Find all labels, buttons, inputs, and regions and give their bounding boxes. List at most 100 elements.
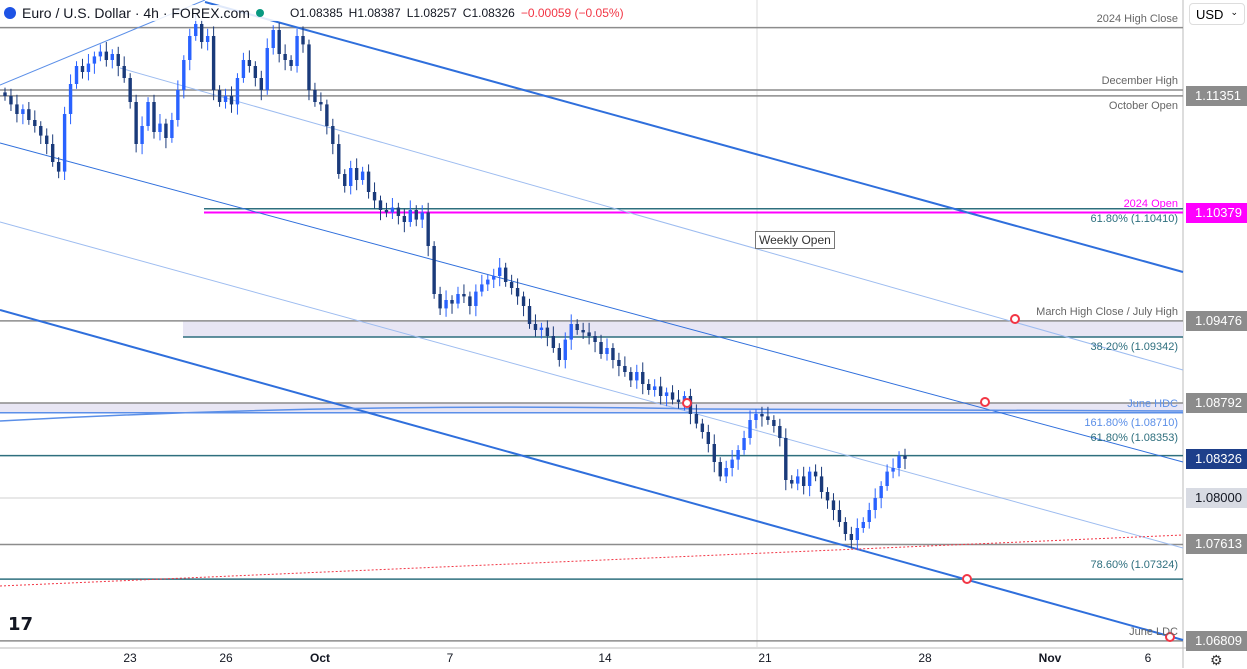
candle-body: [15, 104, 19, 114]
candle-body: [545, 327, 550, 336]
candle-body: [903, 456, 907, 459]
candle-body: [670, 392, 675, 400]
candle-body: [498, 267, 502, 276]
touch-point-marker: [980, 397, 990, 407]
candle-body: [402, 216, 407, 222]
candle-body: [331, 126, 335, 144]
candle-body: [116, 54, 120, 66]
x-tick: 21: [758, 651, 772, 665]
trend-line: [204, 1, 1184, 273]
candle-body: [754, 414, 758, 420]
candle-body: [176, 90, 180, 120]
candle-body: [217, 90, 222, 102]
candle-body: [629, 372, 633, 381]
market-status-icon: [255, 9, 264, 17]
tradingview-logo: 𝟭𝟳: [8, 614, 34, 634]
candle-body: [146, 102, 150, 126]
price-axis-label: 1.08000: [1186, 488, 1247, 508]
ohlc-change: −0.00059 (−0.05%): [520, 6, 624, 20]
candle-body: [831, 500, 836, 510]
candle-body: [432, 246, 436, 294]
level-label: 38.20% (1.09342): [1090, 340, 1178, 353]
candle-body: [593, 336, 597, 342]
candle-body: [807, 471, 812, 486]
candle-body: [354, 168, 359, 180]
chevron-down-icon: ⌄: [1230, 7, 1238, 17]
candle-body: [849, 534, 854, 540]
candle-body: [509, 282, 514, 288]
ohlc-low: L1.08257: [406, 6, 457, 20]
candle-body: [885, 471, 889, 486]
candle-body: [480, 284, 484, 292]
candle-body: [277, 30, 281, 54]
candle-body: [891, 468, 895, 472]
ohlc-high: H1.08387: [348, 6, 401, 20]
x-tick: 7: [446, 651, 454, 665]
candle-body: [289, 60, 293, 66]
candle-body: [766, 416, 770, 420]
currency-select[interactable]: USD ⌄: [1189, 3, 1245, 25]
candle-body: [492, 276, 496, 280]
x-tick: 28: [918, 651, 932, 665]
candle-body: [879, 486, 883, 498]
candle-body: [348, 168, 353, 186]
candle-body: [164, 123, 168, 138]
candle-body: [647, 384, 651, 390]
red-dotted-trend-line: [0, 534, 1184, 587]
trend-line: [0, 221, 1184, 549]
candle-body: [641, 372, 645, 384]
candle-body: [271, 30, 275, 48]
candle-body: [581, 330, 585, 333]
candle-body: [796, 476, 800, 484]
june-hdc-curve: [0, 406, 1184, 422]
price-axis-label: 1.08326: [1186, 448, 1247, 469]
settings-icon[interactable]: ⚙: [1210, 652, 1223, 668]
candle-body: [241, 60, 246, 78]
candle-body: [843, 522, 848, 534]
candle-body: [366, 171, 371, 192]
candle-body: [837, 510, 842, 522]
candle-body: [760, 414, 764, 417]
candle-body: [283, 54, 287, 60]
trend-line: [0, 309, 1184, 641]
candle-body: [211, 36, 216, 90]
candle-body: [122, 66, 126, 78]
level-label: 161.80% (1.08710): [1084, 416, 1178, 429]
candle-body: [611, 348, 615, 360]
candle-body: [319, 102, 323, 105]
candle-body: [408, 210, 412, 222]
candle-body: [539, 327, 544, 330]
candle-body: [778, 426, 782, 438]
candle-body: [325, 104, 329, 126]
trend-line: [119, 67, 1184, 371]
candle-body: [396, 207, 401, 216]
candle-body: [527, 306, 532, 324]
candle-body: [384, 210, 389, 213]
candle-body: [140, 126, 144, 144]
candle-body: [229, 96, 234, 105]
candle-body: [521, 296, 526, 306]
candle-body: [676, 399, 681, 402]
candle-body: [718, 462, 722, 477]
candle-body: [652, 386, 657, 390]
candle-body: [27, 109, 31, 120]
touch-point-marker: [682, 398, 692, 408]
candle-body: [617, 360, 621, 366]
level-label: June LDC: [1129, 625, 1178, 638]
candle-body: [390, 207, 395, 213]
candle-body: [623, 366, 627, 372]
candle-body: [563, 339, 567, 360]
candle-body: [92, 56, 97, 64]
candle-body: [170, 120, 174, 138]
symbol-title[interactable]: Euro / U.S. Dollar · 4h · FOREX.com: [22, 5, 250, 21]
candle-body: [199, 24, 204, 42]
candle-body: [39, 126, 43, 136]
candle-body: [742, 438, 746, 450]
candle-body: [712, 444, 716, 462]
candle-body: [444, 300, 448, 309]
candle-body: [867, 510, 871, 522]
candle-body: [855, 528, 860, 540]
candle-body: [104, 51, 109, 60]
candle-body: [825, 492, 830, 501]
